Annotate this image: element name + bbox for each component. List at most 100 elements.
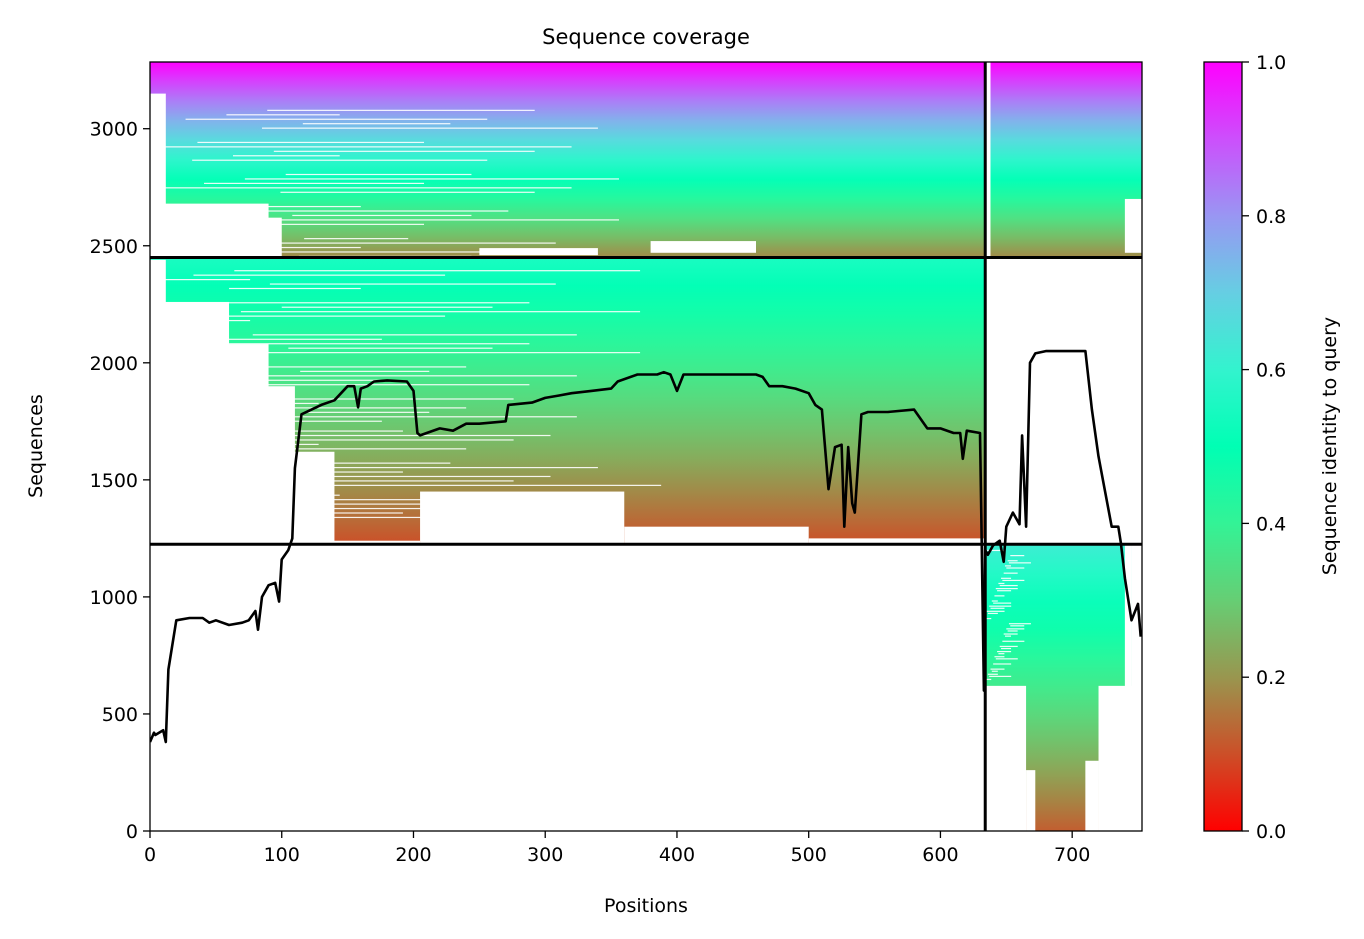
colorbar-tick-label-0.2: 0.2	[1256, 667, 1286, 689]
gap-streak-59	[247, 352, 641, 354]
gap-streak-b-31	[998, 653, 1005, 655]
gap-streak-37	[292, 214, 472, 217]
gap-streak-b-26	[1004, 635, 1011, 637]
gap-streak-b-13	[990, 668, 1005, 670]
gap-streak-34	[240, 311, 641, 313]
x-tick-label-100: 100	[264, 844, 300, 866]
heatmap-gaps	[150, 62, 1142, 831]
gap-region-12	[624, 526, 809, 545]
gap-streak-b-14	[999, 645, 1018, 648]
gap-region-10	[150, 451, 335, 545]
colorbar-tick-label-0.8: 0.8	[1256, 206, 1286, 228]
gap-streak-5	[271, 398, 514, 400]
gap-streak-23	[263, 242, 556, 244]
gap-streak-25	[244, 178, 619, 180]
gap-streak-b-9	[1006, 628, 1025, 630]
gap-streak-b-10	[989, 605, 1012, 607]
gap-region-14	[294, 540, 421, 545]
gap-streak-42	[167, 475, 551, 478]
gap-streak-35	[152, 279, 251, 281]
gap-streak-b-8	[997, 650, 1012, 653]
colorbar-tick-label-0.0: 0.0	[1256, 821, 1286, 843]
gap-streak-12	[285, 173, 472, 176]
gap-streak-3	[289, 462, 451, 464]
x-tick-label-600: 600	[922, 844, 958, 866]
gap-streak-66	[261, 127, 598, 129]
gap-streak-b-16	[991, 600, 998, 602]
gap-streak-41	[255, 507, 598, 510]
gap-streak-19	[300, 370, 430, 372]
gap-streak-b-32	[1007, 630, 1018, 632]
colorbar-tick-label-0.4: 0.4	[1256, 513, 1286, 535]
gap-streak-13	[197, 141, 425, 144]
gap-streak-b-15	[1008, 623, 1031, 625]
gap-region-5	[479, 248, 598, 256]
gap-streak-48	[269, 283, 556, 285]
gap-streak-1	[150, 526, 230, 528]
gap-streak-47	[200, 315, 446, 317]
colorbar	[1203, 61, 1243, 832]
gap-streak-43	[236, 443, 319, 446]
gap-streak-20	[211, 338, 382, 340]
gap-streak-44	[306, 411, 430, 413]
gap-region-21	[985, 62, 991, 258]
gap-streak-b-37	[1001, 647, 1012, 650]
gap-streak-69	[155, 452, 272, 454]
gap-streak-14	[267, 109, 535, 111]
gap-streak-6	[182, 366, 467, 368]
gap-streak-2	[219, 494, 340, 496]
y-tick-label-2000: 2000	[90, 353, 138, 375]
gap-streak-18	[230, 402, 319, 405]
gap-streak-4	[201, 430, 403, 432]
gap-streak-b-24	[986, 549, 1005, 552]
gap-streak-b-30	[989, 675, 1012, 677]
gap-streak-30	[277, 439, 514, 441]
colorbar-tick-label-0.6: 0.6	[1256, 360, 1286, 382]
gap-region-15	[985, 685, 1027, 831]
y-axis-ticks: 0 500 1000 1500 2000 2500 3000	[90, 119, 150, 843]
gap-streak-b-4	[986, 610, 1005, 612]
gap-streak-40	[185, 118, 488, 120]
gap-streak-b-29	[1006, 567, 1025, 569]
gap-streak-15	[178, 499, 488, 501]
gap-streak-53	[302, 123, 451, 125]
gap-region-19	[1131, 544, 1142, 831]
gap-streak-28	[296, 503, 451, 505]
gap-streak-b-34	[999, 584, 1018, 587]
x-tick-label-500: 500	[791, 844, 827, 866]
gap-streak-b-23	[1003, 572, 1018, 574]
gap-streak-b-25	[995, 658, 1018, 660]
gap-streak-56	[196, 448, 467, 450]
gap-streak-21	[281, 306, 493, 308]
gap-streak-9	[234, 270, 641, 272]
gap-streak-60	[159, 319, 251, 322]
gap-streak-61	[229, 287, 361, 290]
gap-streak-b-19	[993, 663, 1012, 665]
gap-region-22	[1124, 198, 1142, 253]
colorbar-tick-label-1.0: 1.0	[1256, 52, 1286, 74]
gap-streak-b-7	[987, 673, 998, 675]
gap-streak-55	[284, 480, 514, 482]
gap-streak-b-6	[1004, 565, 1011, 567]
gap-streak-36	[222, 246, 361, 249]
colorbar-ticks: 0.0 0.2 0.4 0.6 0.8 1.0	[1242, 52, 1286, 843]
gap-streak-63	[210, 223, 425, 225]
y-tick-label-0: 0	[126, 821, 138, 843]
gap-streak-b-3	[1003, 633, 1018, 635]
gap-streak-b-21	[985, 617, 992, 620]
x-tick-label-400: 400	[659, 844, 695, 866]
gap-region-4	[650, 241, 757, 253]
plot-frame	[149, 61, 1143, 832]
gap-region-13	[808, 538, 986, 545]
gap-streak-b-17	[1001, 577, 1012, 579]
gap-streak-49	[181, 251, 509, 253]
gap-streak-65	[192, 159, 488, 161]
gap-streak-b-39	[993, 602, 1012, 604]
gap-streak-b-12	[1007, 560, 1018, 562]
gap-region-20	[1124, 544, 1132, 738]
coverage-line	[150, 349, 1142, 744]
y-tick-label-1000: 1000	[90, 587, 138, 609]
gap-streak-22	[193, 274, 446, 276]
gap-streak-b-5	[995, 588, 1018, 590]
gap-streak-54	[214, 512, 403, 514]
